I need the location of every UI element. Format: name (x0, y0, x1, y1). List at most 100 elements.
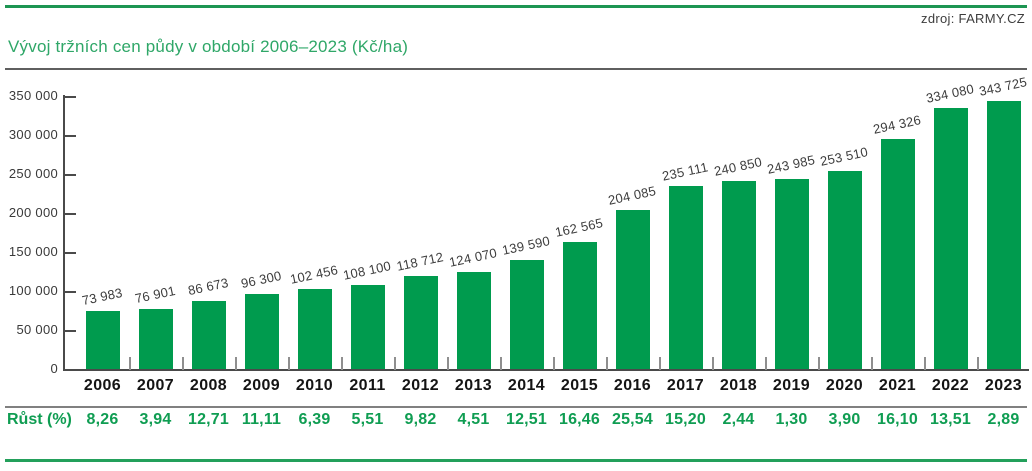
bar-value-label: 73 983 (80, 284, 124, 309)
year-label-2016: 2016 (613, 377, 652, 394)
bar-2014 (509, 260, 544, 369)
growth-value-2021: 16,10 (876, 411, 919, 428)
bar-value-label: 204 085 (606, 183, 657, 208)
x-tick (765, 357, 767, 370)
y-tick-label: 250 000 (8, 166, 58, 181)
bar-value-label: 102 456 (288, 262, 339, 287)
bar-2008 (191, 301, 226, 369)
bar-slot-2009: 96 300 (235, 268, 288, 369)
x-axis-line (63, 369, 1029, 371)
bar-2021 (880, 139, 915, 369)
bar-2023 (986, 101, 1021, 369)
y-tick (63, 213, 76, 215)
growth-values-row: 8,26 3,94 12,71 11,11 6,39 5,51 9,82 4,51 12,51 1… (76, 411, 1030, 429)
growth-value-2019: 1,30 (775, 411, 808, 428)
bar-2011 (350, 285, 385, 369)
x-tick (500, 357, 502, 370)
bar-2012 (403, 276, 438, 369)
x-tick (447, 357, 449, 370)
x-tick (288, 357, 290, 370)
bar-slot-2006: 73 983 (76, 285, 129, 369)
bar-2019 (774, 179, 809, 369)
y-tick-label: 50 000 (16, 322, 58, 337)
bar-value-label: 253 510 (818, 144, 869, 169)
bar-value-label: 243 985 (765, 152, 816, 177)
growth-value-2011: 5,51 (351, 411, 384, 428)
bar-2016 (615, 210, 650, 369)
bar-2010 (297, 289, 332, 369)
x-axis-year-labels: 2006 2007 2008 2009 2010 2011 2012 2013 2014 2015… (76, 377, 1030, 395)
bar-value-label: 96 300 (239, 267, 283, 292)
bar-2018 (721, 181, 756, 369)
growth-value-2006: 8,26 (86, 411, 119, 428)
x-tick (553, 357, 555, 370)
x-tick (712, 357, 714, 370)
y-axis-line (63, 95, 65, 371)
bar-2015 (562, 242, 597, 369)
bar-slot-2015: 162 565 (553, 215, 606, 369)
bar-value-label: 235 111 (660, 159, 709, 184)
year-label-2020: 2020 (825, 377, 864, 394)
chart-title: Vývoj tržních cen půdy v období 2006–202… (8, 37, 409, 56)
bottom-green-rule (5, 459, 1027, 462)
year-label-2008: 2008 (189, 377, 228, 394)
year-label-2011: 2011 (349, 377, 386, 394)
y-tick (63, 96, 76, 98)
y-tick (63, 135, 76, 137)
bar-slot-2020: 253 510 (818, 144, 871, 369)
bars-row: 73 983 76 901 86 673 96 300 102 456 108 100 11… (76, 74, 1030, 369)
y-tick-label: 350 000 (8, 88, 58, 103)
bar-slot-2008: 86 673 (182, 275, 235, 369)
bar-value-label: 343 725 (977, 74, 1028, 99)
y-tick-label: 200 000 (8, 205, 58, 220)
growth-row-label: Růst (%) (7, 411, 72, 428)
year-label-2023: 2023 (984, 377, 1023, 394)
bar-slot-2012: 118 712 (394, 249, 447, 369)
growth-value-2023: 2,89 (987, 411, 1020, 428)
y-tick (63, 252, 76, 254)
table-divider-rule (5, 406, 1027, 408)
x-tick (394, 357, 396, 370)
year-label-2009: 2009 (242, 377, 281, 394)
x-tick (235, 357, 237, 370)
bar-value-label: 76 901 (133, 282, 177, 307)
y-tick (63, 369, 76, 371)
growth-value-2022: 13,51 (929, 411, 972, 428)
bar-value-label: 108 100 (341, 258, 392, 283)
growth-value-2020: 3,90 (828, 411, 861, 428)
bar-value-label: 294 326 (871, 112, 922, 137)
bar-value-label: 86 673 (186, 274, 230, 299)
growth-value-2012: 9,82 (404, 411, 437, 428)
y-tick-label: 0 (50, 361, 58, 376)
year-label-2021: 2021 (878, 377, 917, 394)
bar-slot-2011: 108 100 (341, 258, 394, 369)
growth-value-2009: 11,11 (241, 411, 282, 428)
title-divider-rule (5, 68, 1027, 70)
x-tick (924, 357, 926, 370)
growth-value-2008: 12,71 (187, 411, 230, 428)
growth-value-2010: 6,39 (298, 411, 331, 428)
bar-slot-2013: 124 070 (447, 245, 500, 369)
year-label-2018: 2018 (719, 377, 758, 394)
bar-slot-2018: 240 850 (712, 154, 765, 369)
x-tick (871, 357, 873, 370)
bar-slot-2017: 235 111 (659, 159, 712, 369)
bar-2017 (668, 186, 703, 369)
year-label-2019: 2019 (772, 377, 811, 394)
bar-value-label: 118 712 (394, 249, 445, 274)
year-label-2013: 2013 (454, 377, 493, 394)
x-tick (129, 357, 131, 370)
bar-value-label: 240 850 (712, 154, 763, 179)
growth-value-2013: 4,51 (457, 411, 490, 428)
bar-value-label: 334 080 (924, 81, 975, 106)
y-tick (63, 291, 76, 293)
bar-slot-2016: 204 085 (606, 183, 659, 369)
y-tick (63, 174, 76, 176)
bar-slot-2014: 139 590 (500, 233, 553, 369)
year-label-2015: 2015 (560, 377, 599, 394)
x-tick (182, 357, 184, 370)
year-label-2006: 2006 (83, 377, 122, 394)
bar-slot-2022: 334 080 (924, 81, 977, 369)
y-tick-label: 100 000 (8, 283, 58, 298)
